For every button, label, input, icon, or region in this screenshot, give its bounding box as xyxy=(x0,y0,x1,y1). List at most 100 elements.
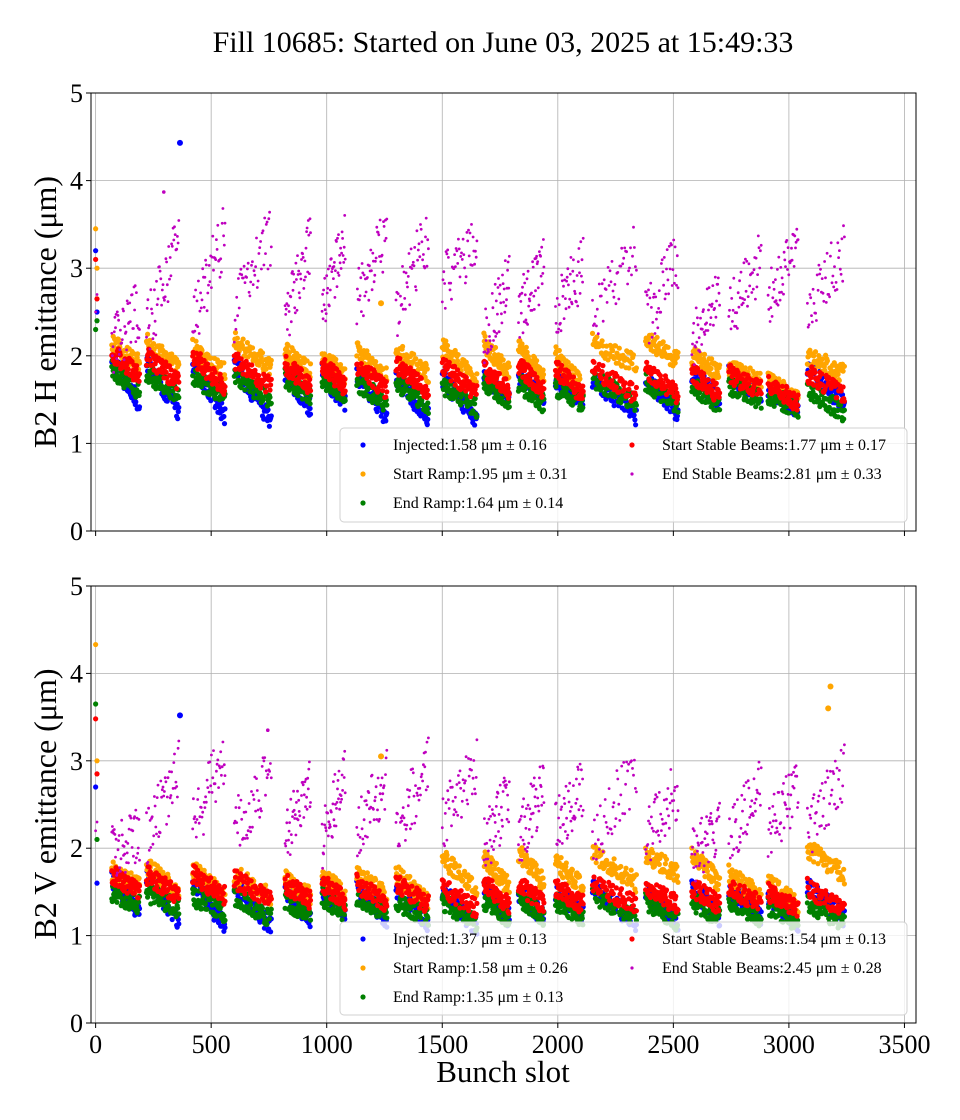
data-point xyxy=(327,304,331,308)
data-point xyxy=(450,297,453,301)
data-point xyxy=(130,293,134,296)
data-point xyxy=(519,311,523,315)
data-point xyxy=(539,393,545,399)
data-point xyxy=(153,319,157,323)
data-point xyxy=(795,414,801,420)
data-point xyxy=(443,282,446,285)
data-point xyxy=(531,260,534,264)
data-point xyxy=(134,363,140,369)
data-point xyxy=(166,300,170,303)
data-point xyxy=(330,270,334,273)
data-point xyxy=(610,398,616,404)
data-point xyxy=(613,384,619,390)
data-point xyxy=(785,410,792,416)
data-point xyxy=(517,321,520,324)
data-point xyxy=(425,264,429,268)
data-point xyxy=(422,253,425,256)
data-point xyxy=(758,405,764,411)
data-point xyxy=(415,229,419,233)
data-point xyxy=(576,260,580,263)
data-point xyxy=(357,266,361,270)
data-point xyxy=(110,331,114,335)
data-point xyxy=(599,338,605,344)
data-point xyxy=(221,413,227,420)
data-point xyxy=(654,295,658,299)
data-point xyxy=(159,277,163,281)
data-point xyxy=(252,269,256,273)
data-point xyxy=(425,416,431,422)
data-point xyxy=(400,303,404,306)
data-point xyxy=(572,279,576,283)
data-point xyxy=(623,246,627,250)
data-point xyxy=(263,216,267,220)
data-point xyxy=(531,265,535,269)
y-axis-label: B2 H emittance (μm) xyxy=(27,176,63,448)
data-point xyxy=(307,233,311,237)
scatter-points xyxy=(93,139,848,429)
data-point xyxy=(359,276,363,280)
data-point xyxy=(455,249,459,253)
data-point xyxy=(441,278,445,282)
data-point xyxy=(580,405,586,411)
data-point xyxy=(535,254,538,258)
data-point xyxy=(527,304,531,308)
data-point xyxy=(506,364,512,370)
data-point xyxy=(616,345,622,351)
data-point xyxy=(195,299,199,303)
data-point-outlier xyxy=(176,139,183,146)
data-point xyxy=(122,358,126,362)
data-point xyxy=(221,421,228,427)
data-point xyxy=(652,292,656,296)
data-point xyxy=(536,260,540,263)
data-point xyxy=(204,361,211,367)
data-point xyxy=(629,246,632,250)
data-point xyxy=(795,402,801,408)
data-point xyxy=(164,257,168,261)
data-point xyxy=(122,309,125,313)
data-point xyxy=(237,277,240,280)
data-point xyxy=(482,333,488,339)
data-point xyxy=(413,246,417,249)
data-point xyxy=(417,242,421,246)
data-point xyxy=(133,308,137,312)
data-point xyxy=(193,338,199,344)
data-point xyxy=(284,313,288,316)
data-point xyxy=(650,306,653,309)
data-point xyxy=(757,370,763,376)
data-point xyxy=(259,350,266,356)
data-point xyxy=(245,276,249,279)
data-point xyxy=(650,335,654,339)
data-point xyxy=(256,372,262,379)
data-point xyxy=(264,252,267,256)
data-point xyxy=(163,298,166,302)
data-point xyxy=(301,252,304,256)
data-point xyxy=(342,388,348,394)
data-point xyxy=(493,282,497,286)
data-point xyxy=(384,402,390,408)
data-point xyxy=(653,332,657,335)
data-point xyxy=(540,407,547,413)
data-point xyxy=(660,339,666,345)
data-point xyxy=(205,309,209,313)
data-point xyxy=(125,366,131,372)
data-point xyxy=(660,258,664,262)
data-point xyxy=(267,217,271,221)
data-point xyxy=(472,422,478,428)
data-point xyxy=(657,307,660,310)
data-point xyxy=(251,283,255,286)
data-point xyxy=(223,221,227,225)
data-point xyxy=(397,356,403,362)
data-point xyxy=(326,267,330,271)
data-point xyxy=(651,321,655,324)
data-point xyxy=(111,345,115,349)
data-point xyxy=(619,264,623,268)
data-point xyxy=(292,272,295,276)
data-point xyxy=(633,365,640,371)
data-point xyxy=(93,326,99,333)
data-point xyxy=(135,351,141,357)
data-point xyxy=(333,261,336,264)
data-point xyxy=(158,265,161,269)
data-point xyxy=(457,247,461,251)
data-point xyxy=(413,356,419,362)
data-point xyxy=(556,330,560,334)
